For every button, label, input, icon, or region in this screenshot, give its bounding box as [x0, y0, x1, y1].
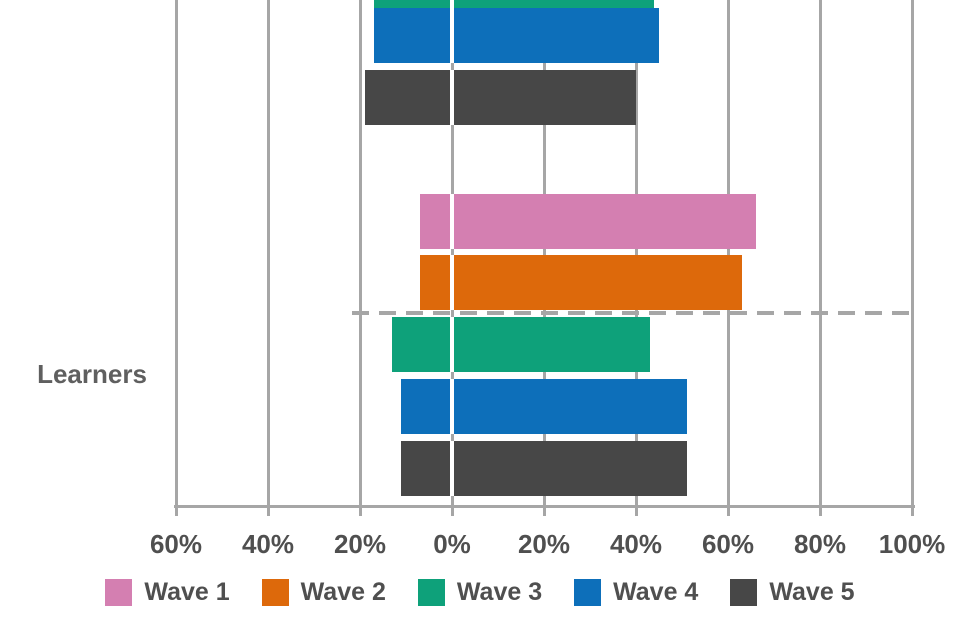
bar-zero-gap — [450, 8, 454, 63]
legend-swatch — [105, 579, 133, 606]
legend-swatch — [574, 579, 602, 606]
bar-zero-gap — [450, 379, 454, 434]
axis-tick — [266, 505, 270, 516]
bar-zero-gap — [450, 70, 454, 125]
legend-label: Wave 4 — [613, 578, 699, 606]
gridline — [542, 0, 546, 505]
legend-swatch — [730, 579, 758, 606]
x-tick-label: 40% — [609, 529, 663, 559]
legend-item-wave-1: Wave 1 — [105, 578, 230, 607]
bar-learners-wave-1 — [419, 194, 756, 249]
chart-legend: Wave 1 Wave 2 Wave 3 Wave 4 Wave 5 — [0, 578, 960, 607]
legend-label: Wave 2 — [300, 578, 386, 606]
bar-top-wave-4 — [373, 8, 659, 63]
x-tick-label: 60% — [701, 529, 755, 559]
gridline — [634, 0, 638, 505]
gridline — [450, 0, 454, 505]
axis-tick — [542, 505, 546, 516]
x-tick-label: 100% — [878, 529, 946, 559]
gridline — [726, 0, 730, 505]
bar-zero-gap — [450, 0, 454, 8]
x-axis-line — [174, 505, 915, 508]
bar-learners-wave-4 — [401, 379, 687, 434]
x-tick-label: 20% — [517, 529, 571, 559]
axis-tick — [726, 505, 730, 516]
legend-item-wave-2: Wave 2 — [261, 578, 386, 607]
x-tick-label: 60% — [149, 529, 203, 559]
axis-tick — [818, 505, 822, 516]
legend-label: Wave 1 — [144, 578, 230, 606]
x-tick-label: 80% — [793, 529, 847, 559]
bar-top-wave-3 — [373, 0, 655, 8]
legend-swatch — [261, 579, 289, 606]
bar-learners-wave-2 — [419, 255, 742, 310]
axis-tick — [358, 505, 362, 516]
axis-tick — [174, 505, 178, 516]
bar-zero-gap — [450, 441, 454, 496]
axis-tick — [634, 505, 638, 516]
gridline — [266, 0, 270, 505]
x-tick-label: 0% — [433, 529, 471, 559]
legend-label: Wave 3 — [456, 578, 543, 606]
bar-zero-gap — [450, 194, 454, 249]
bar-learners-wave-3 — [392, 317, 650, 372]
bar-top-wave-5 — [364, 70, 636, 125]
bar-learners-wave-5 — [401, 441, 687, 496]
legend-label: Wave 5 — [769, 578, 855, 606]
gridline — [358, 0, 362, 505]
legend-item-wave-3: Wave 3 — [417, 578, 543, 607]
gridline — [910, 0, 914, 505]
bar-zero-gap — [450, 255, 454, 310]
legend-item-wave-5: Wave 5 — [730, 578, 855, 607]
legend-swatch — [417, 579, 445, 606]
x-tick-label: 20% — [333, 529, 387, 559]
bar-zero-gap — [450, 317, 454, 372]
axis-tick — [910, 505, 914, 516]
dashed-separator-line — [352, 311, 914, 315]
gridline — [818, 0, 822, 505]
axis-tick — [450, 505, 454, 516]
legend-item-wave-4: Wave 4 — [574, 578, 698, 607]
y-axis-category-label: Learners — [37, 359, 147, 389]
x-tick-label: 40% — [241, 529, 295, 559]
gridline — [174, 0, 178, 505]
